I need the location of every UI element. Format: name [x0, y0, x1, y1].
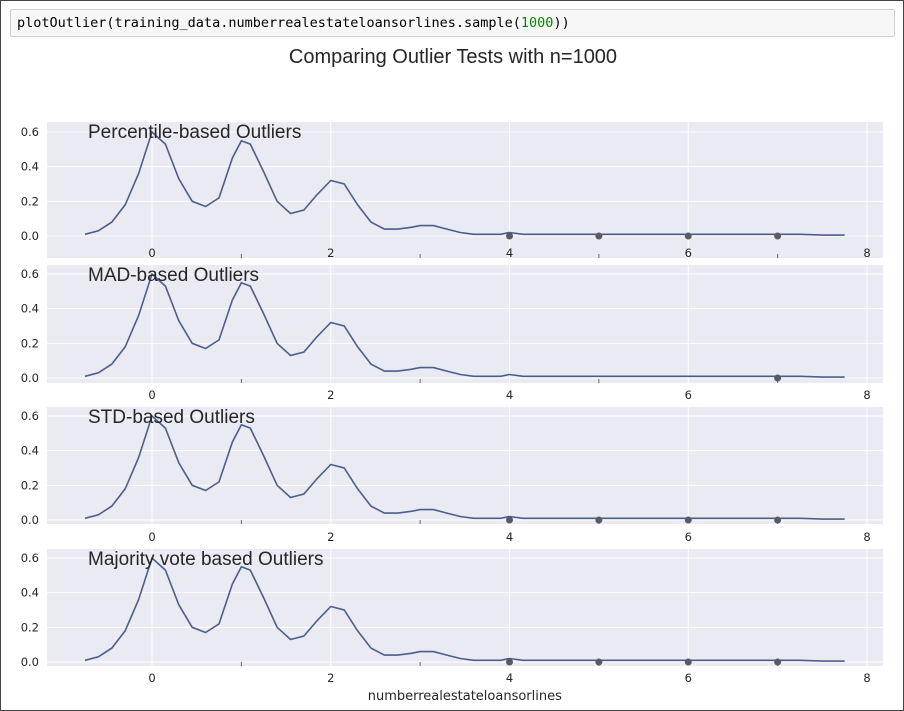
density-line	[84, 414, 845, 520]
x-tick-label: 0	[148, 246, 155, 260]
outlier-marker	[506, 516, 513, 524]
outlier-marker	[774, 232, 782, 240]
y-tick-label: 0.2	[21, 336, 39, 350]
x-tick-label: 6	[685, 246, 692, 260]
x-tick-label: 2	[327, 388, 334, 402]
y-tick-label: 0.6	[21, 551, 39, 565]
outlier-marker	[774, 516, 782, 524]
outlier-marker	[774, 374, 782, 382]
panel-background	[47, 407, 883, 524]
y-tick-label: 0.6	[21, 267, 39, 281]
outlier-marker	[595, 516, 603, 524]
x-tick-label: 4	[506, 530, 513, 544]
panel-title: MAD-based Outliers	[88, 265, 259, 286]
outlier-marker	[506, 232, 513, 240]
y-tick-label: 0.2	[21, 478, 39, 492]
x-tick-label: 4	[506, 388, 513, 402]
x-tick-label: 8	[863, 246, 870, 260]
x-tick-label: 0	[148, 671, 155, 685]
x-tick-label: 6	[685, 671, 692, 685]
y-tick-label: 0.4	[21, 444, 39, 458]
outlier-marker	[684, 232, 692, 240]
panel-title: Majority vote based Outliers	[88, 549, 324, 570]
x-tick-label: 8	[863, 530, 870, 544]
outlier-marker	[684, 658, 692, 666]
panel-title: Percentile-based Outliers	[88, 122, 301, 143]
outlier-marker	[684, 516, 692, 524]
panel-background	[47, 265, 883, 383]
y-tick-label: 0.0	[21, 229, 39, 243]
x-axis-label: numberrealestateloansorlines	[368, 689, 562, 704]
x-tick-label: 2	[327, 246, 334, 260]
code-number: 1000	[520, 15, 554, 31]
y-tick-label: 0.0	[21, 513, 39, 527]
outlier-marker	[595, 658, 603, 666]
x-tick-label: 6	[685, 530, 692, 544]
x-tick-label: 2	[327, 671, 334, 685]
x-tick-label: 2	[327, 530, 334, 544]
outlier-marker	[774, 658, 782, 666]
x-tick-label: 8	[863, 671, 870, 685]
y-tick-label: 0.0	[21, 371, 39, 385]
outlier-marker	[595, 232, 603, 240]
y-tick-label: 0.4	[21, 302, 39, 316]
code-text-prefix: plotOutlier(training_data.numberrealesta…	[17, 15, 521, 31]
panel-title: STD-based Outliers	[88, 407, 255, 428]
y-tick-label: 0.4	[21, 586, 39, 600]
density-line	[84, 556, 845, 662]
density-line	[84, 272, 845, 378]
code-text-suffix: ))	[553, 15, 570, 31]
y-tick-label: 0.0	[21, 655, 39, 669]
x-tick-label: 8	[863, 388, 870, 402]
code-cell[interactable]: plotOutlier(training_data.numberrealesta…	[10, 9, 895, 37]
y-tick-label: 0.6	[21, 409, 39, 423]
x-tick-label: 6	[685, 388, 692, 402]
x-tick-label: 4	[506, 671, 513, 685]
panel-background	[47, 549, 883, 666]
y-tick-label: 0.4	[21, 160, 39, 174]
y-tick-label: 0.2	[21, 194, 39, 208]
y-tick-label: 0.6	[21, 125, 39, 139]
density-line	[84, 130, 845, 236]
outlier-marker	[506, 658, 513, 666]
x-tick-label: 0	[148, 530, 155, 544]
x-tick-label: 0	[148, 388, 155, 402]
figure-title: Comparing Outlier Tests with n=1000	[288, 46, 618, 68]
x-tick-label: 4	[506, 246, 513, 260]
y-tick-label: 0.2	[21, 620, 39, 634]
